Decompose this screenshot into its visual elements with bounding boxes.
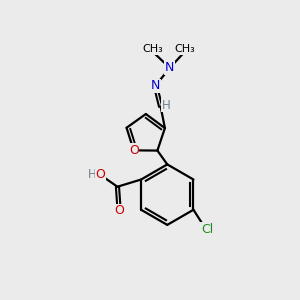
Text: N: N: [151, 79, 160, 92]
Text: CH₃: CH₃: [175, 44, 195, 55]
Text: O: O: [95, 168, 105, 181]
Text: H: H: [88, 168, 97, 181]
Text: CH₃: CH₃: [142, 44, 163, 55]
Text: O: O: [129, 144, 139, 157]
Text: N: N: [165, 61, 175, 74]
Text: Cl: Cl: [201, 223, 213, 236]
Text: O: O: [114, 204, 124, 218]
Text: H: H: [161, 98, 170, 112]
